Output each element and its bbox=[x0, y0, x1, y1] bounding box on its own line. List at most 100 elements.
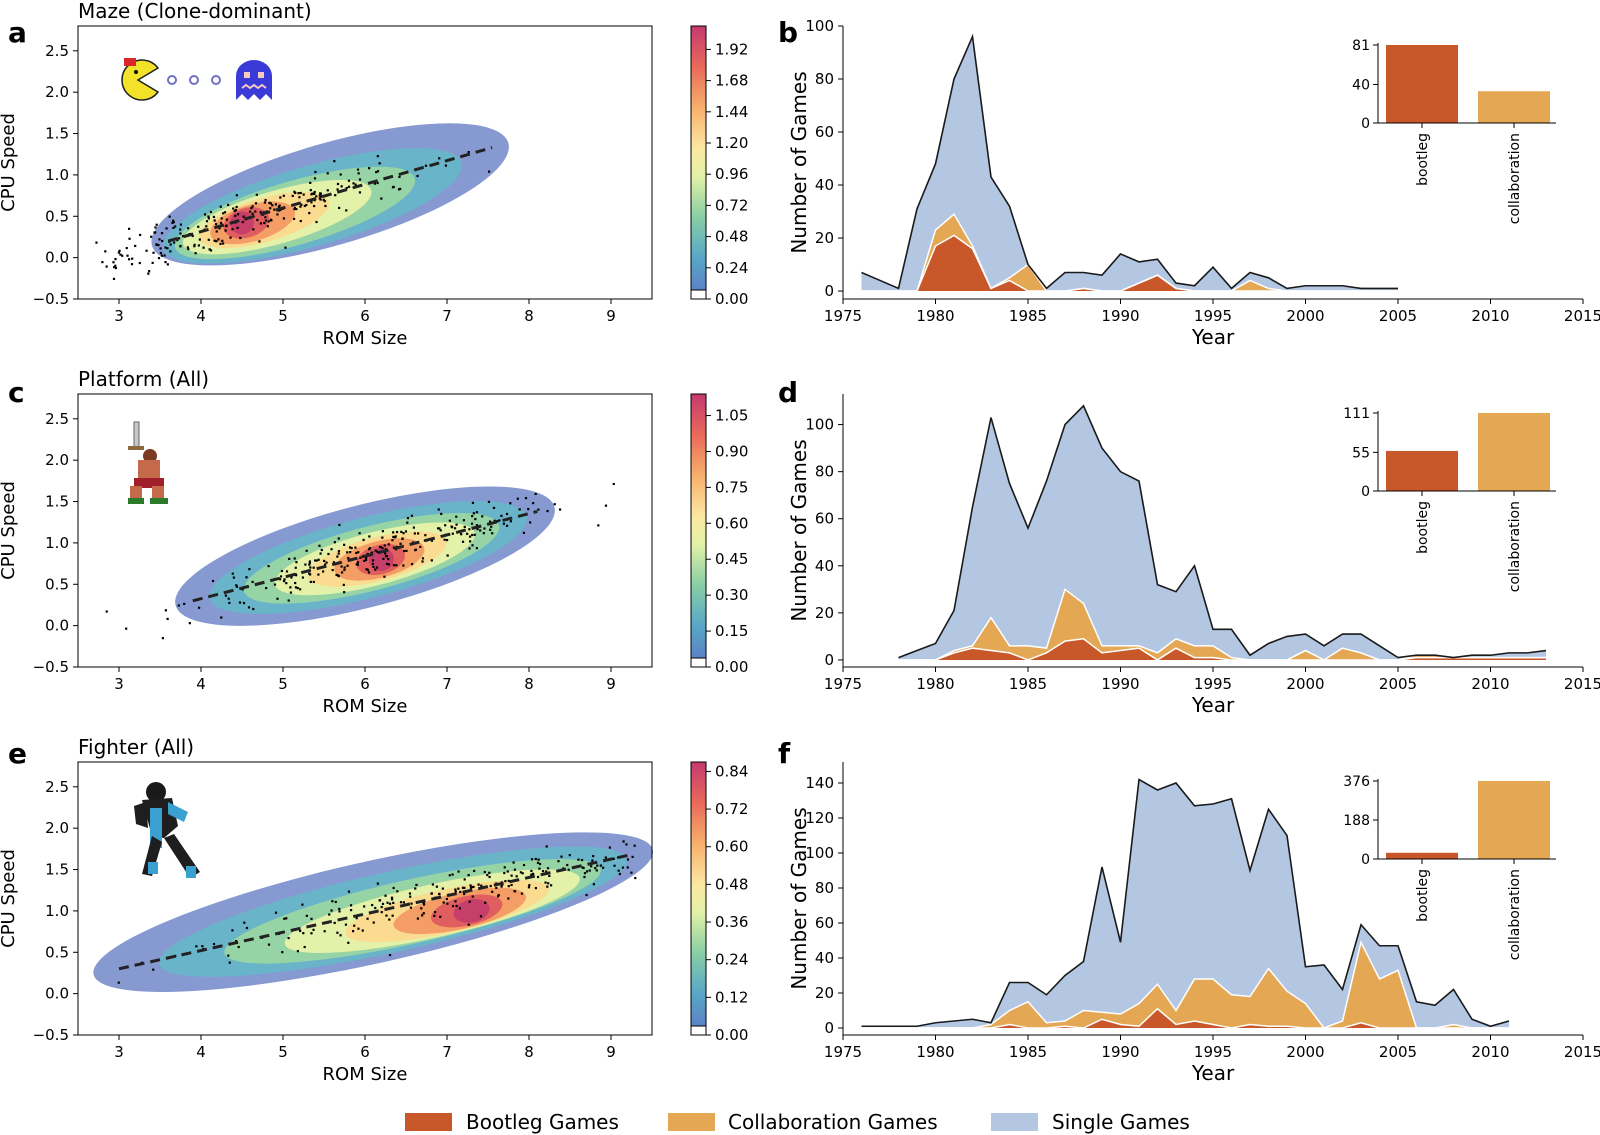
colorbar-tick-label: 1.20 bbox=[715, 134, 748, 152]
scatter-point bbox=[298, 196, 301, 199]
scatter-point bbox=[251, 212, 254, 215]
scatter-point bbox=[518, 508, 521, 511]
scatter-point bbox=[333, 160, 336, 163]
scatter-point bbox=[560, 855, 563, 858]
scatter-point bbox=[242, 601, 246, 605]
scatter-point bbox=[105, 265, 108, 268]
x-tick-label: 7 bbox=[442, 1043, 452, 1061]
y-tick-label: 0 bbox=[824, 282, 834, 300]
scatter-point bbox=[164, 609, 167, 612]
scatter-point bbox=[390, 898, 394, 901]
scatter-point bbox=[269, 202, 272, 205]
colorbar-tick-label: 0.72 bbox=[715, 800, 748, 818]
x-tick-label: 3 bbox=[114, 675, 124, 693]
y-tick-label: 2.5 bbox=[45, 410, 69, 428]
scatter-point bbox=[271, 204, 274, 207]
scatter-point bbox=[160, 232, 164, 235]
scatter-point bbox=[392, 531, 395, 534]
scatter-point bbox=[402, 532, 405, 535]
scatter-point bbox=[468, 535, 472, 538]
inset-x-tick-label: collaboration bbox=[1507, 869, 1523, 960]
y-tick-label: 0 bbox=[824, 651, 834, 669]
chart-fighter-scatter: Fighter (All) 3 4 5 6 7 8 9 −0.5 0.0 0.5 1.0 1.5 2.0 2… bbox=[0, 735, 748, 1085]
inset-bar-collaboration bbox=[1478, 781, 1550, 859]
x-tick-label: 9 bbox=[606, 1043, 616, 1061]
scatter-point bbox=[344, 923, 348, 926]
scatter-point bbox=[294, 581, 297, 585]
legend-item-single: Single Games bbox=[991, 1110, 1190, 1134]
scatter-point bbox=[365, 568, 368, 571]
x-tick-label: 1990 bbox=[1101, 307, 1139, 325]
chart-title: Platform (All) bbox=[78, 367, 209, 391]
scatter-point bbox=[343, 543, 346, 546]
scatter-point bbox=[117, 251, 120, 254]
scatter-point bbox=[363, 905, 366, 908]
scatter-point bbox=[276, 597, 279, 600]
scatter-point bbox=[599, 864, 602, 867]
scatter-point bbox=[398, 187, 402, 191]
area-collaboration-games bbox=[861, 942, 1509, 1028]
scatter-point bbox=[557, 860, 560, 863]
scatter-point bbox=[381, 902, 385, 906]
scatter-point bbox=[205, 225, 208, 228]
y-tick-label: 20 bbox=[815, 604, 834, 622]
scatter-point bbox=[114, 257, 117, 261]
scatter-point bbox=[534, 857, 537, 861]
scatter-point bbox=[158, 238, 161, 241]
inset-y-tick-label: 188 bbox=[1343, 813, 1370, 829]
scatter-point bbox=[270, 219, 273, 222]
scatter-point bbox=[604, 504, 608, 507]
scatter-point bbox=[166, 247, 169, 250]
scatter-point bbox=[138, 261, 141, 265]
x-tick-label: 1980 bbox=[916, 307, 954, 325]
scatter-point bbox=[308, 561, 311, 564]
total-line bbox=[861, 33, 1398, 290]
scatter-point bbox=[300, 203, 303, 206]
chart-maze-scatter: Maze (Clone-dominant) 3 4 5 6 7 8 9 −0.5 0.0 0.5 1.… bbox=[0, 0, 748, 349]
scatter-point bbox=[208, 248, 211, 251]
scatter-point bbox=[213, 219, 216, 222]
scatter-point bbox=[477, 883, 480, 886]
scatter-point bbox=[585, 893, 588, 897]
scatter-point bbox=[280, 569, 284, 573]
scatter-point bbox=[489, 528, 492, 531]
scatter-point bbox=[294, 573, 297, 576]
scatter-point bbox=[207, 215, 210, 218]
scatter-point bbox=[283, 578, 286, 581]
scatter-point bbox=[338, 907, 341, 911]
scatter-point bbox=[592, 854, 595, 858]
scatter-point bbox=[515, 875, 518, 878]
scatter-point bbox=[222, 242, 225, 245]
scatter-point bbox=[336, 555, 339, 558]
scatter-point bbox=[172, 226, 175, 229]
scatter-point bbox=[334, 194, 337, 197]
x-tick-label: 5 bbox=[278, 675, 288, 693]
scatter-point bbox=[454, 900, 457, 903]
y-tick-label: 80 bbox=[815, 70, 834, 88]
scatter-point bbox=[419, 545, 422, 548]
scatter-point bbox=[150, 235, 153, 238]
scatter-point bbox=[541, 869, 545, 873]
scatter-point bbox=[502, 522, 506, 525]
scatter-point bbox=[219, 221, 223, 224]
scatter-point bbox=[119, 253, 122, 256]
scatter-point bbox=[359, 556, 362, 559]
scatter-point bbox=[444, 164, 448, 167]
scatter-point bbox=[546, 867, 550, 870]
scatter-point bbox=[224, 594, 228, 597]
scatter-point bbox=[337, 575, 340, 578]
scatter-point bbox=[347, 185, 351, 188]
scatter-point bbox=[461, 886, 465, 889]
scatter-point bbox=[197, 606, 201, 609]
scatter-point bbox=[209, 210, 213, 214]
scatter-point bbox=[463, 886, 466, 890]
scatter-point bbox=[350, 547, 353, 550]
inset-bar-bootleg bbox=[1386, 852, 1458, 859]
scatter-point bbox=[473, 533, 476, 536]
scatter-point bbox=[590, 865, 593, 868]
colorbar-tick-label: 0.45 bbox=[715, 550, 748, 568]
scatter-point bbox=[613, 864, 616, 867]
scatter-point bbox=[387, 543, 390, 546]
scatter-point bbox=[479, 915, 483, 918]
scatter-point bbox=[409, 906, 413, 909]
